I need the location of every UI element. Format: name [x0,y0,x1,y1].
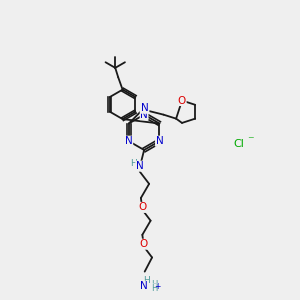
Text: H: H [151,284,158,292]
Text: N: N [125,136,133,146]
Text: N: N [140,110,148,120]
Text: ⁻: ⁻ [248,134,254,147]
Text: +: + [154,282,161,291]
Text: O: O [138,202,146,212]
Text: O: O [140,239,148,249]
Text: N: N [136,161,144,171]
Text: H: H [141,104,148,113]
Text: N: N [141,103,149,113]
Text: H: H [130,159,136,168]
Text: H: H [143,276,149,285]
Text: H: H [151,280,158,289]
Text: N: N [140,281,148,291]
Text: Cl: Cl [233,139,244,149]
Text: O: O [178,95,186,106]
Text: N: N [155,136,163,146]
